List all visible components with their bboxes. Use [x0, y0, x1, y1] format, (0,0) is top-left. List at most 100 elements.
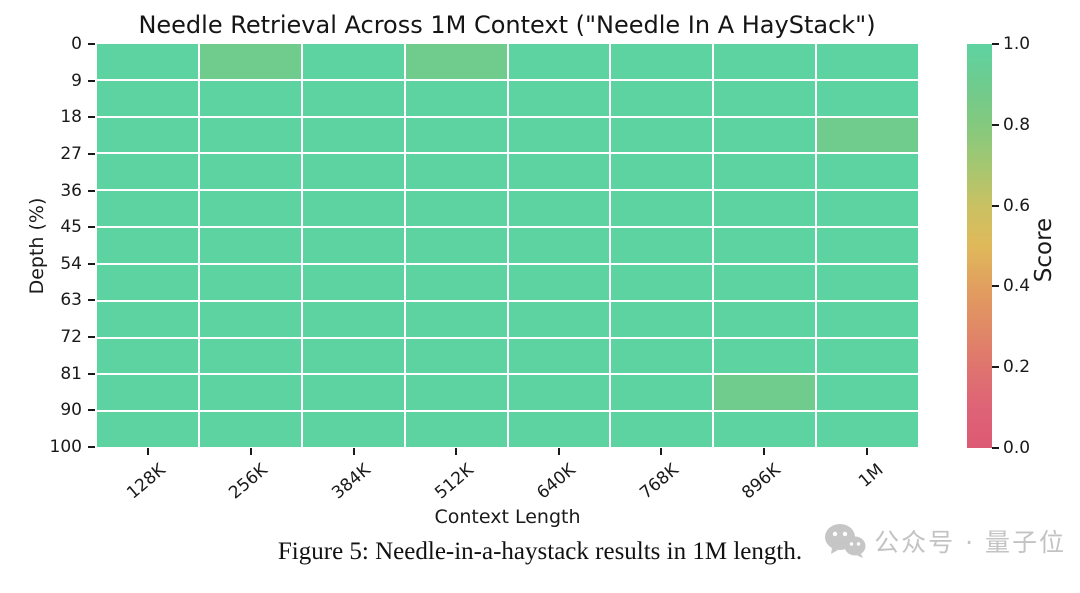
heatmap-cell-r10c5 — [611, 412, 713, 447]
y-tick-label: 27 — [60, 143, 82, 164]
colorbar-tick-label: 0.4 — [1003, 276, 1031, 297]
y-tick-label: 0 — [71, 34, 82, 54]
colorbar-gradient — [967, 44, 992, 448]
heatmap-cell-r1c4 — [508, 80, 610, 116]
x-tick-label: 128K — [122, 460, 170, 504]
heatmap-cell-r0c2 — [302, 44, 404, 79]
heatmap-cell-r9c1 — [199, 375, 301, 411]
x-tick-mark — [763, 448, 766, 455]
heatmap-cell-r1c5 — [611, 80, 713, 116]
heatmap-cell-r9c7 — [817, 375, 918, 411]
x-tick-mark — [352, 448, 355, 455]
heatmap-cell-r7c2 — [302, 301, 404, 337]
heatmap-cell-r0c4 — [508, 44, 610, 79]
heatmap-cell-r9c5 — [611, 375, 713, 411]
y-tick-label: 36 — [60, 180, 82, 201]
heatmap-cell-r8c0 — [97, 338, 198, 374]
y-tick-mark — [88, 262, 95, 265]
heatmap-cell-r9c0 — [97, 375, 198, 411]
heatmap-cell-r7c5 — [611, 301, 713, 337]
colorbar-tick-mark — [992, 447, 999, 449]
heatmap-cell-r7c7 — [817, 301, 918, 337]
heatmap-cell-r5c3 — [405, 228, 507, 263]
heatmap-cell-r4c4 — [508, 191, 610, 227]
colorbar-tick-label: 0.0 — [1003, 438, 1031, 458]
colorbar-tick-mark — [992, 285, 999, 288]
colorbar-ticks: 1.0 0.8 0.6 0.4 0.2 0.0 — [992, 34, 1052, 458]
heatmap-cell-r2c7 — [817, 117, 918, 153]
figure-caption: Figure 5: Needle-in-a-haystack results i… — [277, 538, 803, 565]
heatmap-cell-r0c1 — [199, 44, 301, 79]
heatmap-cell-r3c2 — [302, 154, 404, 190]
colorbar-tick-mark — [992, 43, 999, 45]
y-tick-label: 72 — [60, 327, 82, 348]
colorbar-tick-label: 0.8 — [1003, 114, 1031, 135]
heatmap-cell-r6c2 — [302, 264, 404, 300]
colorbar-tick-label: 0.6 — [1003, 195, 1031, 216]
heatmap-cell-r6c6 — [714, 264, 816, 300]
heatmap-cell-r5c7 — [817, 228, 918, 263]
colorbar-tick-mark — [992, 123, 999, 126]
heatmap-cell-r8c1 — [199, 338, 301, 374]
heatmap-cell-r6c0 — [97, 264, 198, 300]
heatmap-grid — [97, 44, 918, 447]
heatmap-cell-r5c6 — [714, 228, 816, 263]
x-tick-label: 768K — [636, 460, 683, 504]
heatmap-cell-r10c1 — [199, 412, 301, 447]
heatmap-cell-r4c0 — [97, 191, 198, 227]
heatmap-cell-r7c6 — [714, 301, 816, 337]
x-tick-mark — [455, 448, 458, 455]
colorbar-tick-mark — [992, 366, 999, 369]
heatmap-cell-r5c5 — [611, 228, 713, 263]
heatmap-cell-r6c7 — [817, 264, 918, 300]
x-tick-mark — [147, 448, 150, 455]
y-tick-mark — [88, 116, 95, 119]
heatmap-cell-r8c2 — [302, 338, 404, 374]
heatmap-cell-r3c1 — [199, 154, 301, 190]
heatmap-cell-r9c4 — [508, 375, 610, 411]
x-tick-label: 384K — [328, 460, 375, 504]
heatmap-cell-r4c2 — [302, 191, 404, 227]
x-tick-mark — [660, 448, 663, 455]
heatmap-cell-r9c3 — [405, 375, 507, 411]
y-tick-label: 54 — [60, 253, 82, 274]
y-tick-label: 100 — [49, 437, 82, 457]
colorbar-tick-label: 0.2 — [1003, 357, 1031, 378]
x-tick-mark — [249, 448, 252, 455]
x-tick-label: 1M — [855, 460, 888, 492]
heatmap-cell-r1c3 — [405, 80, 507, 116]
heatmap-cell-r5c0 — [97, 228, 198, 263]
y-tick-label: 63 — [60, 290, 82, 311]
heatmap-cell-r1c0 — [97, 80, 198, 116]
heatmap-cell-r5c1 — [199, 228, 301, 263]
heatmap-cell-r2c6 — [714, 117, 816, 153]
heatmap-cell-r4c1 — [199, 191, 301, 227]
heatmap-cell-r8c4 — [508, 338, 610, 374]
y-tick-mark — [88, 43, 95, 45]
heatmap-cell-r2c3 — [405, 117, 507, 153]
y-tick-mark — [88, 409, 95, 412]
heatmap-cell-r0c0 — [97, 44, 198, 79]
x-axis-ticks: 128K 256K 384K 512K 640K 768K 896K 1M — [97, 447, 918, 507]
heatmap-cell-r3c6 — [714, 154, 816, 190]
heatmap-cell-r10c7 — [817, 412, 918, 447]
watermark: 公众号 · 量子位 — [824, 523, 1066, 559]
heatmap-cell-r2c5 — [611, 117, 713, 153]
heatmap-cell-r3c7 — [817, 154, 918, 190]
heatmap-cell-r3c3 — [405, 154, 507, 190]
heatmap-cell-r9c6 — [714, 375, 816, 411]
heatmap-cell-r1c6 — [714, 80, 816, 116]
watermark-text: 公众号 · 量子位 — [874, 528, 1066, 557]
heatmap-cell-r8c3 — [405, 338, 507, 374]
heatmap-cell-r3c5 — [611, 154, 713, 190]
heatmap-cell-r3c4 — [508, 154, 610, 190]
heatmap-cell-r10c2 — [302, 412, 404, 447]
y-tick-label: 90 — [60, 400, 82, 421]
heatmap-cell-r7c4 — [508, 301, 610, 337]
heatmap-cell-r7c3 — [405, 301, 507, 337]
y-axis-ticks: 0 9 18 27 36 45 54 63 72 81 90 100 — [0, 34, 96, 457]
heatmap-cell-r2c4 — [508, 117, 610, 153]
heatmap-cell-r1c2 — [302, 80, 404, 116]
y-tick-mark — [88, 299, 95, 302]
y-tick-mark — [88, 372, 95, 375]
